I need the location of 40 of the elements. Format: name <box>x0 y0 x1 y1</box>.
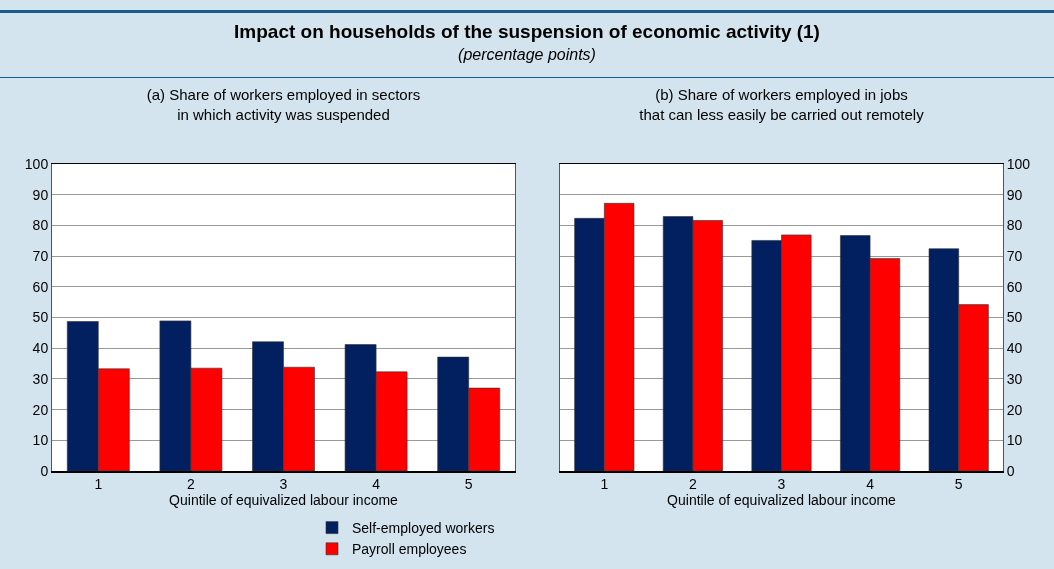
y-tick-label: 20 <box>1006 401 1023 418</box>
chart-title: (a) Share of workers employed in sectors in which activity was suspended <box>146 86 421 123</box>
y-tick-label: 0 <box>1006 462 1015 479</box>
y-tick-label: 0 <box>40 462 49 479</box>
legend-label: Payroll employees <box>352 541 467 558</box>
x-tick-label: 1 <box>600 476 609 493</box>
y-tick-label: 70 <box>32 248 49 264</box>
x-tick-label: 4 <box>866 476 875 493</box>
x-axis-title: Quintile of equivalized labour income <box>667 492 897 509</box>
y-tick-label: 40 <box>32 340 49 357</box>
x-tick-label: 4 <box>372 476 381 493</box>
x-axis-title: Quintile of equivalized labour income <box>169 492 399 509</box>
y-tick-label: 40 <box>1006 340 1023 357</box>
y-tick-label: 90 <box>1006 186 1023 203</box>
y-tick-label: 100 <box>1006 155 1031 172</box>
y-tick-label: 80 <box>1006 217 1023 234</box>
x-tick-label: 5 <box>464 476 473 493</box>
y-tick-label: 30 <box>1006 370 1023 387</box>
x-tick-label: 1 <box>94 476 103 493</box>
x-tick-label: 3 <box>777 476 786 493</box>
legend-label: Self-employed workers <box>352 520 495 537</box>
y-tick-label: 70 <box>1006 248 1023 264</box>
chart-title: (b) Share of workers employed in jobs that can less easily be carried out remotely <box>639 86 925 123</box>
x-tick-label: 5 <box>954 476 963 493</box>
x-tick-label: 3 <box>279 476 288 493</box>
y-tick-label: 30 <box>32 370 49 387</box>
y-tick-label: 100 <box>24 155 49 172</box>
y-tick-label: 60 <box>1006 278 1023 295</box>
y-tick-label: 10 <box>32 432 49 449</box>
y-tick-label: 80 <box>32 217 49 234</box>
y-tick-label: 60 <box>32 278 49 295</box>
y-tick-label: 90 <box>32 186 49 203</box>
text: Impact on households of the suspension of economic activity (1) <box>233 21 821 43</box>
y-tick-label: 20 <box>32 401 49 418</box>
x-tick-label: 2 <box>187 476 195 493</box>
y-tick-label: 50 <box>32 309 49 326</box>
text: (percentage points) <box>457 46 597 64</box>
y-tick-label: 10 <box>1006 432 1023 449</box>
x-tick-label: 2 <box>689 476 697 493</box>
y-tick-label: 50 <box>1006 309 1023 326</box>
